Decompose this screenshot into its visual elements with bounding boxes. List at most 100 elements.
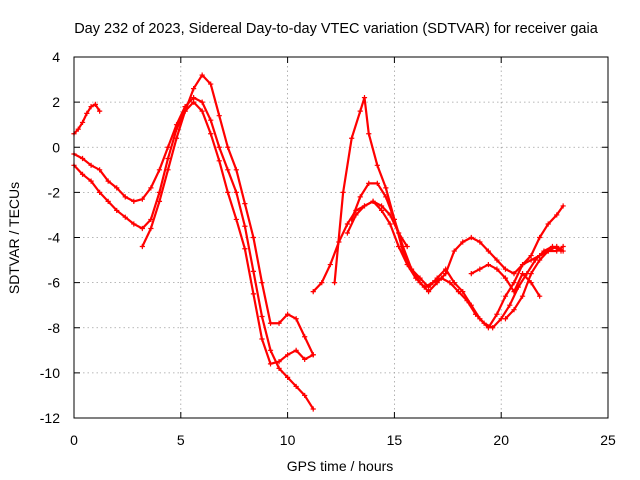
data-point	[79, 171, 86, 177]
data-point	[357, 194, 363, 200]
data-point	[477, 239, 483, 245]
data-point	[302, 392, 308, 399]
data-point	[370, 198, 376, 204]
data-point	[225, 189, 231, 195]
data-point	[79, 119, 86, 126]
data-point	[105, 178, 111, 184]
data-point	[191, 99, 197, 105]
data-point	[182, 108, 188, 114]
data-point	[344, 230, 351, 236]
data-point	[267, 347, 274, 353]
data-point	[366, 131, 372, 137]
data-point	[131, 198, 137, 204]
data-point	[285, 311, 291, 317]
data-point	[344, 221, 351, 227]
series-track-b	[71, 99, 316, 367]
data-point	[560, 248, 566, 254]
data-point	[511, 289, 517, 295]
data-point	[216, 113, 222, 119]
data-point	[374, 162, 380, 168]
data-point	[242, 223, 248, 229]
data-point	[191, 85, 197, 92]
data-point	[88, 178, 94, 184]
data-point	[425, 289, 432, 295]
data-point	[361, 95, 368, 101]
data-point	[502, 266, 509, 272]
y-tick-label: -4	[48, 230, 61, 246]
data-point	[434, 280, 440, 286]
data-point	[310, 289, 316, 295]
series-track-h	[344, 198, 410, 250]
data-point	[545, 221, 551, 227]
y-tick-label: -2	[48, 184, 61, 200]
data-point	[105, 198, 111, 204]
data-point	[511, 271, 517, 277]
data-point	[199, 108, 205, 114]
series-track-a	[71, 95, 316, 412]
data-point	[485, 261, 491, 268]
data-point	[250, 268, 257, 274]
data-point	[460, 289, 466, 295]
data-point	[537, 252, 543, 259]
data-point	[545, 248, 551, 254]
data-point	[378, 203, 385, 209]
data-point	[387, 212, 393, 218]
data-point	[173, 135, 180, 141]
data-point	[319, 280, 325, 286]
series-line	[346, 200, 409, 248]
data-point	[199, 72, 205, 78]
data-point	[276, 320, 282, 326]
data-point	[366, 180, 372, 186]
y-tick-label: -10	[40, 365, 60, 381]
data-point	[97, 189, 103, 195]
series-track-f	[331, 95, 566, 331]
data-point	[477, 316, 483, 322]
data-point	[233, 167, 239, 173]
data-point	[259, 336, 265, 342]
series-line	[350, 182, 565, 293]
data-point	[417, 280, 423, 286]
data-series	[71, 72, 566, 412]
data-point	[451, 280, 457, 286]
data-point	[361, 203, 368, 209]
data-point	[537, 234, 543, 241]
data-point	[233, 189, 239, 195]
data-point	[250, 234, 257, 241]
data-point	[511, 307, 517, 313]
data-point	[156, 167, 163, 173]
data-point	[560, 203, 566, 209]
data-point	[233, 216, 239, 223]
data-point	[84, 110, 90, 117]
data-point	[460, 239, 466, 245]
data-point	[114, 185, 120, 191]
data-point	[443, 271, 449, 277]
y-tick-label: -12	[40, 410, 60, 426]
data-point	[528, 271, 534, 277]
data-point	[485, 325, 491, 331]
x-tick-label: 5	[177, 432, 185, 448]
data-point	[165, 144, 171, 150]
data-point	[357, 108, 363, 114]
data-point	[97, 167, 103, 173]
data-point	[276, 358, 282, 365]
data-point	[114, 207, 120, 214]
data-point	[302, 334, 308, 340]
data-point	[554, 243, 560, 250]
data-point	[528, 252, 534, 259]
series-track-j	[468, 261, 543, 299]
data-point	[131, 221, 137, 227]
data-point	[378, 207, 385, 214]
data-point	[242, 201, 248, 207]
x-tick-label: 25	[600, 432, 616, 448]
data-point	[139, 196, 145, 202]
data-point	[502, 275, 509, 281]
data-point	[340, 189, 346, 195]
data-point	[519, 261, 526, 268]
data-point	[122, 194, 128, 200]
data-point	[528, 280, 534, 286]
data-point	[396, 230, 402, 236]
data-point	[528, 257, 534, 263]
data-point	[208, 131, 214, 137]
data-point	[97, 108, 103, 114]
data-point	[331, 280, 338, 286]
